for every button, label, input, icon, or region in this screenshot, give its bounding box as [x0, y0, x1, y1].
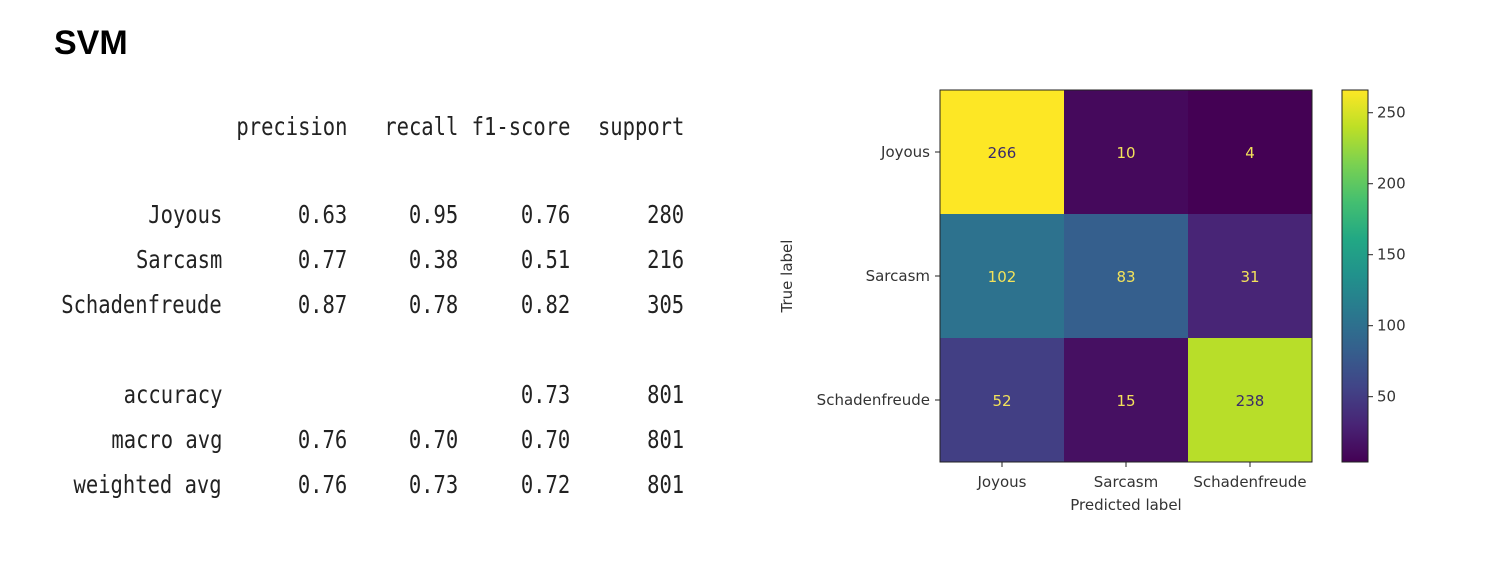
- heatmap-value-label: 10: [1116, 144, 1135, 162]
- colorbar-tick-label: 50: [1377, 388, 1396, 406]
- x-axis-label: Predicted label: [1070, 496, 1181, 514]
- heatmap-cell: [940, 90, 1064, 214]
- report-cell: 280: [646, 200, 684, 229]
- colorbar-tick-label: 150: [1377, 246, 1406, 264]
- slide-title: SVM: [54, 24, 128, 62]
- heatmap-value-label: 4: [1245, 144, 1255, 162]
- y-axis-label: True label: [778, 240, 796, 314]
- colorbar-tick-label: 100: [1377, 317, 1406, 335]
- heatmap-cell: [940, 214, 1064, 338]
- report-cell: 0.38: [408, 245, 458, 274]
- report-cell: 0.51: [520, 245, 570, 274]
- colorbar-tick-label: 250: [1377, 104, 1406, 122]
- report-row-label: weighted avg: [73, 470, 222, 499]
- heatmap-value-label: 102: [988, 268, 1017, 286]
- heatmap-cell: [940, 338, 1064, 462]
- y-tick-label: Joyous: [880, 143, 930, 161]
- heatmap-cell: [1188, 90, 1312, 214]
- report-cell: 0.63: [297, 200, 347, 229]
- x-tick-label: Joyous: [977, 473, 1027, 491]
- heatmap-cell: [1064, 338, 1188, 462]
- colorbar-tick-label: 200: [1377, 175, 1406, 193]
- heatmap-cell: [1188, 214, 1312, 338]
- report-column-header: recall: [383, 112, 458, 141]
- report-cell: 0.76: [297, 470, 347, 499]
- report-column-header: f1-score: [471, 112, 570, 141]
- heatmap-cell: [1188, 338, 1312, 462]
- heatmap-value-label: 52: [992, 392, 1011, 410]
- report-column-header: precision: [235, 112, 347, 141]
- report-cell: 0.95: [408, 200, 458, 229]
- report-cell: 0.72: [520, 470, 570, 499]
- report-cell: 801: [646, 425, 684, 454]
- report-cell: 0.87: [297, 290, 347, 319]
- report-column-header: support: [597, 112, 684, 141]
- report-cell: 801: [646, 380, 684, 409]
- report-cell: 0.76: [297, 425, 347, 454]
- report-cell: 305: [646, 290, 684, 319]
- y-tick-label: Schadenfreude: [817, 391, 930, 409]
- report-cell: 801: [646, 470, 684, 499]
- heatmap-value-label: 31: [1240, 268, 1259, 286]
- heatmap-cell: [1064, 214, 1188, 338]
- y-tick-label: Sarcasm: [866, 267, 930, 285]
- report-cell: 0.73: [408, 470, 458, 499]
- report-cell: 0.76: [520, 200, 570, 229]
- report-row-label: macro avg: [110, 425, 222, 454]
- report-cell: 0.73: [520, 380, 570, 409]
- heatmap-value-label: 83: [1116, 268, 1135, 286]
- report-cell: 0.82: [520, 290, 570, 319]
- heatmap-value-label: 15: [1116, 392, 1135, 410]
- report-row-label: Schadenfreude: [61, 290, 222, 319]
- report-row-label: accuracy: [123, 380, 222, 409]
- heatmap-cell: [1064, 90, 1188, 214]
- report-cell: 0.77: [297, 245, 347, 274]
- classification-report: precision recall f1-score support Joyous 0.63…: [60, 100, 710, 520]
- x-tick-label: Sarcasm: [1094, 473, 1158, 491]
- colorbar: [1341, 89, 1369, 463]
- x-tick-label: Schadenfreude: [1193, 473, 1306, 491]
- heatmap-value-label: 266: [988, 144, 1017, 162]
- report-cell: 0.78: [408, 290, 458, 319]
- report-cell: 0.70: [520, 425, 570, 454]
- report-row-label: Sarcasm: [135, 245, 222, 274]
- report-cell: 216: [646, 245, 684, 274]
- heatmap-value-label: 238: [1236, 392, 1265, 410]
- report-cell: 0.70: [408, 425, 458, 454]
- report-row-label: Joyous: [147, 200, 222, 229]
- confusion-matrix-chart: 266 10 4 102 83 31 52 15 238 Joyous Sarcasm Schaden…: [778, 89, 1406, 514]
